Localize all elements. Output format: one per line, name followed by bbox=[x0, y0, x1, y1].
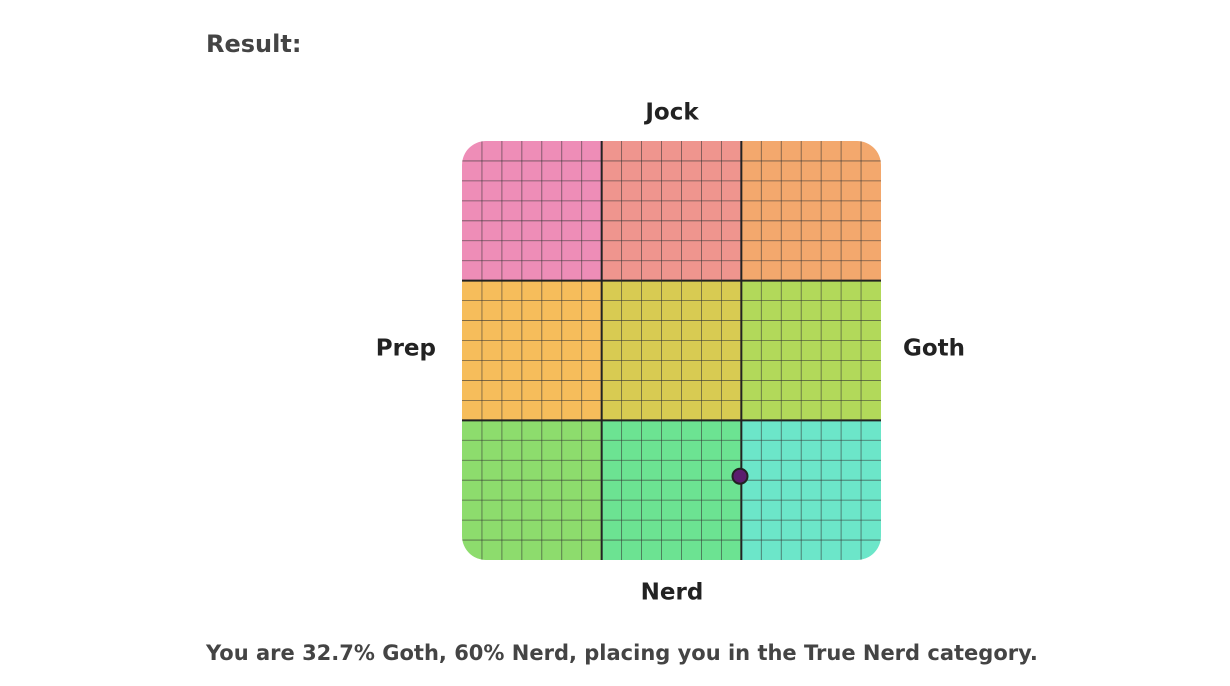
heading: Result: bbox=[206, 30, 302, 58]
result-value: 60 bbox=[454, 641, 484, 665]
cell bbox=[462, 280, 603, 421]
axis-label-bottom: Nerd bbox=[641, 580, 704, 606]
result-text: You are bbox=[206, 641, 295, 665]
cell bbox=[741, 420, 881, 560]
result-value: 32.7 bbox=[302, 641, 354, 665]
result-text: % Nerd, placing you in the True Nerd cat… bbox=[483, 641, 1038, 665]
axis-label-left: Prep bbox=[376, 336, 436, 362]
cell bbox=[601, 141, 742, 282]
cell bbox=[601, 280, 742, 421]
cell bbox=[741, 280, 881, 421]
cell bbox=[462, 420, 603, 560]
result-text: % Goth, bbox=[353, 641, 447, 665]
axis-label-top: Jock bbox=[643, 100, 699, 126]
result-marker bbox=[731, 467, 749, 485]
cell bbox=[601, 420, 742, 560]
cell bbox=[462, 141, 603, 282]
result-sentence: You are 32.7% Goth, 60% Nerd, placing yo… bbox=[206, 641, 1038, 665]
compass: Jock Nerd Prep Goth bbox=[376, 100, 965, 606]
axis-label-right: Goth bbox=[903, 336, 965, 362]
grid bbox=[462, 141, 881, 560]
cell bbox=[741, 141, 881, 282]
